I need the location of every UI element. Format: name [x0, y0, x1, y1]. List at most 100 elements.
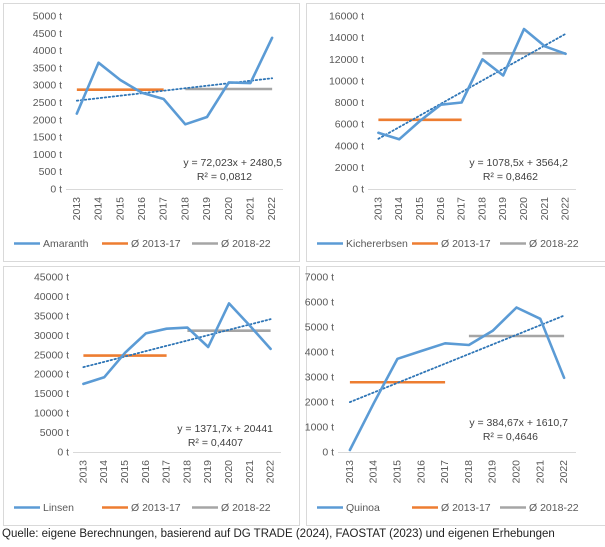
x-tick-label: 2022	[560, 197, 572, 221]
y-tick-label: 45000 t	[34, 272, 69, 284]
series-line	[377, 27, 567, 141]
legend-item-series: Kichererbsen	[346, 238, 408, 250]
x-tick-label: 2014	[98, 460, 110, 484]
y-tick-label: 1500 t	[33, 132, 62, 144]
trend-r2: R² = 0,4646	[483, 431, 538, 443]
y-tick-label: 3000 t	[33, 80, 62, 92]
x-tick-label: 2013	[77, 460, 89, 484]
y-tick-label: 10000 t	[329, 75, 364, 87]
x-tick-label: 2020	[518, 197, 530, 221]
x-tick-label: 2013	[71, 197, 83, 221]
y-tick-label: 14000 t	[329, 32, 364, 44]
x-tick-label: 2013	[344, 460, 356, 484]
x-tick-label: 2020	[223, 197, 235, 221]
y-tick-label: 7000 t	[305, 272, 334, 284]
y-tick-label: 35000 t	[34, 310, 69, 322]
x-tick-label: 2022	[266, 197, 278, 221]
y-tick-label: 0 t	[57, 447, 69, 459]
x-tick-label: 2019	[202, 460, 214, 484]
trend-line	[82, 318, 272, 369]
legend-item-avg-2013-17: Ø 2013-17	[131, 502, 181, 514]
x-tick-label: 2016	[435, 197, 447, 221]
legend-item-series: Linsen	[43, 502, 74, 514]
y-tick-label: 3000 t	[305, 372, 334, 384]
y-tick-label: 2000 t	[335, 162, 364, 174]
trend-r2: R² = 0,8462	[483, 171, 538, 183]
y-tick-label: 15000 t	[34, 388, 69, 400]
x-tick-label: 2014	[368, 460, 380, 484]
x-tick-label: 2018	[463, 460, 475, 484]
y-tick-label: 6000 t	[335, 119, 364, 131]
x-tick-label: 2019	[497, 197, 509, 221]
y-tick-label: 500 t	[39, 166, 62, 178]
y-tick-label: 4000 t	[33, 45, 62, 57]
x-tick-label: 2019	[487, 460, 499, 484]
y-tick-label: 16000 t	[329, 11, 364, 23]
y-tick-label: 2000 t	[305, 397, 334, 409]
y-tick-label: 25000 t	[34, 349, 69, 361]
y-tick-label: 20000 t	[34, 369, 69, 381]
y-tick-label: 4000 t	[305, 347, 334, 359]
x-tick-label: 2016	[136, 197, 148, 221]
trend-equation: y = 72,023x + 2480,5	[183, 157, 282, 169]
chart-frame	[306, 3, 605, 262]
x-tick-label: 2020	[223, 460, 235, 484]
x-tick-label: 2022	[265, 460, 277, 484]
series-line	[75, 36, 274, 126]
y-tick-label: 5000 t	[305, 322, 334, 334]
trend-line	[377, 32, 567, 140]
x-tick-label: 2015	[119, 460, 131, 484]
x-tick-label: 2015	[414, 197, 426, 221]
y-tick-label: 4000 t	[335, 140, 364, 152]
x-tick-label: 2017	[456, 197, 468, 221]
y-tick-label: 0 t	[50, 184, 62, 196]
trend-equation: y = 384,67x + 1610,7	[469, 417, 568, 429]
trend-line	[348, 314, 565, 404]
chart-grid: 0 t 500 t 1000 t 1500 t 2000 t 2500 t 3000 t 35…	[3, 3, 605, 526]
y-tick-label: 3500 t	[33, 62, 62, 74]
series-line	[348, 306, 566, 452]
chart-frame	[3, 3, 300, 262]
y-tick-label: 2500 t	[33, 97, 62, 109]
x-tick-label: 2014	[93, 197, 105, 221]
x-tick-label: 2016	[140, 460, 152, 484]
y-tick-label: 12000 t	[329, 54, 364, 66]
legend-item-avg-2018-22: Ø 2018-22	[221, 238, 271, 250]
x-tick-label: 2013	[372, 197, 384, 221]
x-tick-label: 2021	[534, 460, 546, 484]
x-tick-label: 2018	[476, 197, 488, 221]
chart-frame	[3, 266, 300, 526]
x-tick-label: 2019	[201, 197, 213, 221]
legend-item-avg-2018-22: Ø 2018-22	[529, 502, 579, 514]
trend-r2: R² = 0,0812	[197, 171, 252, 183]
x-tick-label: 2017	[161, 460, 173, 484]
legend-item-avg-2013-17: Ø 2013-17	[441, 502, 491, 514]
chart-frame	[306, 266, 605, 526]
x-tick-label: 2014	[393, 197, 405, 221]
y-tick-label: 5000 t	[40, 427, 69, 439]
legend-item-avg-2013-17: Ø 2013-17	[441, 238, 491, 250]
x-tick-label: 2021	[539, 197, 551, 221]
legend-item-series: Quinoa	[346, 502, 380, 514]
trend-r2: R² = 0,4407	[188, 437, 243, 449]
legend-item-avg-2013-17: Ø 2013-17	[131, 238, 181, 250]
x-tick-label: 2022	[558, 460, 570, 484]
y-tick-label: 5000 t	[33, 11, 62, 23]
source-caption: Quelle: eigene Berechnungen, basierend a…	[2, 528, 555, 540]
x-tick-label: 2016	[415, 460, 427, 484]
x-tick-label: 2021	[244, 197, 256, 221]
x-tick-label: 2018	[181, 460, 193, 484]
legend-item-avg-2018-22: Ø 2018-22	[221, 502, 271, 514]
legend-item-series: Amaranth	[43, 238, 89, 250]
x-tick-label: 2015	[114, 197, 126, 221]
chart-panel-linsen: 0 t 5000 t 10000 t 15000 t 20000 t 25000 t 300…	[3, 266, 300, 526]
y-tick-label: 0 t	[352, 184, 364, 196]
x-tick-label: 2015	[392, 460, 404, 484]
chart-panel-quinoa: 0 t 1000 t 2000 t 3000 t 4000 t 5000 t 6000 t 7…	[305, 266, 605, 526]
x-tick-label: 2020	[511, 460, 523, 484]
legend-item-avg-2018-22: Ø 2018-22	[529, 238, 579, 250]
y-tick-label: 40000 t	[34, 291, 69, 303]
x-tick-label: 2021	[244, 460, 256, 484]
x-tick-label: 2017	[158, 197, 170, 221]
x-tick-label: 2018	[179, 197, 191, 221]
